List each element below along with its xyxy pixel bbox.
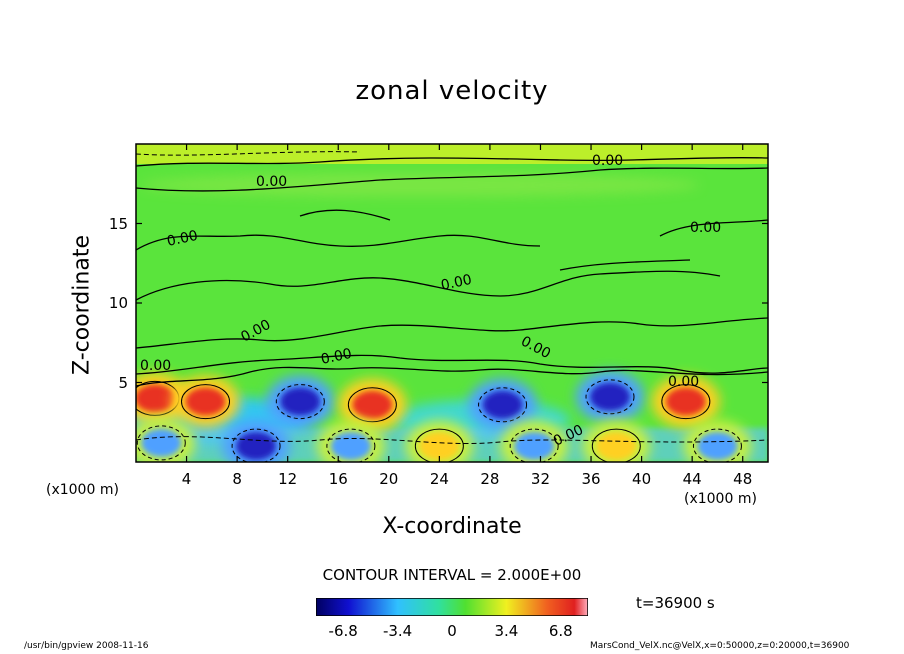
contour-label: 0.00 bbox=[166, 228, 200, 250]
tick-marks bbox=[136, 144, 768, 462]
x-tick-label: 4 bbox=[181, 470, 192, 488]
negative-contours bbox=[136, 151, 768, 444]
contour-label: 0.00 bbox=[256, 174, 287, 190]
contour-label: 0.00 bbox=[690, 220, 721, 236]
velocity-cell bbox=[316, 420, 385, 462]
x-tick-label: 40 bbox=[632, 470, 652, 488]
y-tick-label: 15 bbox=[108, 214, 128, 233]
x-unit-label-left: (x1000 m) bbox=[46, 482, 119, 498]
x-axis-title: X-coordinate bbox=[382, 514, 522, 539]
velocity-cell bbox=[582, 420, 651, 462]
contour-label: 0.00 bbox=[592, 153, 623, 169]
time-label: t=36900 s bbox=[636, 594, 715, 612]
x-tick-label: 8 bbox=[232, 470, 242, 488]
velocity-cell bbox=[405, 420, 474, 462]
x-tick-label: 28 bbox=[480, 470, 500, 488]
colorbar-tick-label: -3.4 bbox=[382, 622, 413, 640]
x-unit-label-right: (x1000 m) bbox=[684, 491, 757, 507]
x-tick-label: 20 bbox=[379, 470, 399, 488]
velocity-cell bbox=[222, 420, 291, 462]
contour-label: 0.00 bbox=[320, 346, 354, 368]
x-tick-label: 12 bbox=[278, 470, 298, 488]
contour-label: 0.00 bbox=[440, 272, 474, 294]
velocity-cell bbox=[136, 416, 196, 462]
velocity-cell bbox=[651, 375, 720, 428]
upper-band bbox=[136, 144, 768, 164]
x-tick-label: 48 bbox=[733, 470, 753, 488]
y-axis-title: Z-coordinate bbox=[69, 235, 95, 375]
colorbar-tick-label: 6.8 bbox=[548, 622, 573, 640]
x-tick-label: 16 bbox=[328, 470, 348, 488]
x-tick-label: 24 bbox=[429, 470, 449, 488]
contour-label: 0.00 bbox=[140, 358, 171, 374]
x-tick-label: 44 bbox=[682, 470, 702, 488]
x-tick-label: 32 bbox=[530, 470, 551, 488]
velocity-cell bbox=[338, 378, 407, 431]
velocity-cell bbox=[266, 375, 335, 428]
contour-interval-label: CONTOUR INTERVAL = 2.000E+00 bbox=[322, 566, 582, 584]
colorbar-tick-label: -6.8 bbox=[328, 622, 358, 640]
colorbar-tick-label: 3.4 bbox=[494, 622, 519, 640]
colorbar-tick-label: 0 bbox=[447, 622, 457, 640]
velocity-cell bbox=[683, 420, 752, 462]
contour-label: 0.00 bbox=[668, 374, 699, 390]
y-tick-label: 10 bbox=[108, 294, 128, 312]
velocity-cell bbox=[576, 370, 644, 423]
contour-lines bbox=[136, 156, 768, 387]
footer-left: /usr/bin/gpview 2008-11-16 bbox=[24, 641, 149, 651]
x-tick-label: 36 bbox=[581, 470, 601, 488]
velocity-cells bbox=[136, 370, 752, 462]
field-layer bbox=[136, 144, 768, 462]
velocity-cell bbox=[171, 375, 240, 428]
footer-right: MarsCond_VelX.nc@VelX,x=0:50000,z=0:2000… bbox=[590, 641, 850, 651]
colorbar bbox=[316, 598, 588, 616]
chart-title: zonal velocity bbox=[355, 76, 549, 106]
y-tick-label: 5 bbox=[118, 373, 128, 392]
velocity-cell bbox=[468, 378, 537, 431]
velocity-cell bbox=[500, 420, 569, 462]
